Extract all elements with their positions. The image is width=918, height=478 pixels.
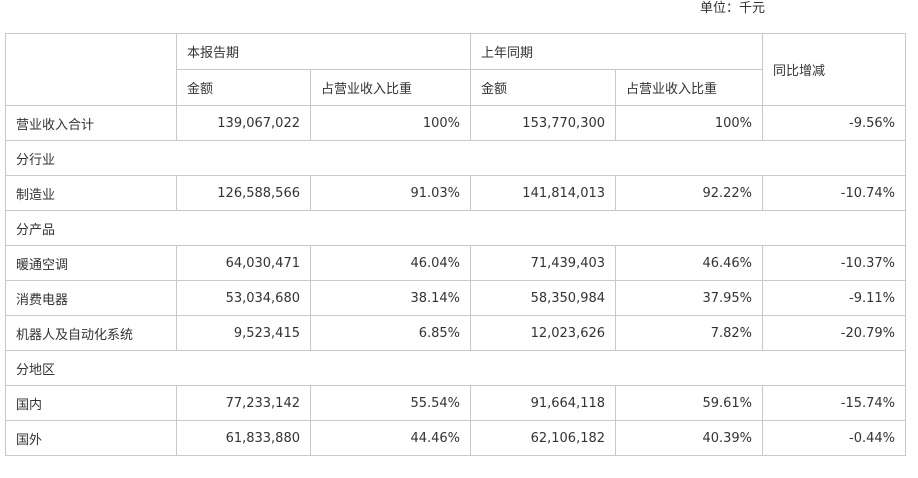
prior-amount-cell: 62,106,182 — [470, 420, 617, 456]
section-row: 分行业 — [4, 140, 907, 176]
table-row: 暖通空调 64,030,471 46.04% 71,439,403 46.46% -10.… — [5, 245, 907, 281]
prior-share-cell: 40.39% — [615, 420, 764, 456]
prior-amount-cell: 71,439,403 — [470, 245, 617, 281]
row-label: 国外 — [5, 420, 177, 456]
section-label: 分地区 — [4, 350, 907, 386]
row-label: 国内 — [5, 385, 177, 421]
header-empty-cell — [5, 33, 177, 106]
prior-share-cell: 46.46% — [615, 245, 764, 281]
header-current-period: 本报告期 — [175, 33, 472, 70]
current-share-cell: 91.03% — [309, 175, 472, 211]
table-row: 国内 77,233,142 55.54% 91,664,118 59.61% -15.74… — [5, 385, 907, 421]
prior-amount-cell: 141,814,013 — [470, 175, 617, 211]
prior-amount-cell: 153,770,300 — [470, 105, 617, 141]
table-row: 营业收入合计 139,067,022 100% 153,770,300 100% -9.5… — [5, 105, 907, 141]
prior-share-cell: 59.61% — [615, 385, 764, 421]
row-label: 营业收入合计 — [5, 105, 177, 141]
current-amount-cell: 53,034,680 — [176, 280, 311, 316]
yoy-change-cell: -9.56% — [762, 105, 907, 141]
prior-share-cell: 92.22% — [615, 175, 764, 211]
current-amount-cell: 139,067,022 — [176, 105, 311, 141]
revenue-breakdown-table: 本报告期 上年同期 同比增减 金额 占营业收入比重 金额 占营业收入比重 营业收… — [4, 33, 907, 456]
current-amount-cell: 61,833,880 — [176, 420, 311, 456]
current-share-cell: 55.54% — [309, 385, 472, 421]
table-row: 机器人及自动化系统 9,523,415 6.85% 12,023,626 7.82% -2… — [5, 315, 907, 351]
header-row-periods: 本报告期 上年同期 同比增减 — [5, 33, 907, 106]
current-share-cell: 100% — [309, 105, 472, 141]
section-label: 分产品 — [4, 210, 907, 246]
header-prior-period: 上年同期 — [470, 33, 764, 70]
table-row: 消费电器 53,034,680 38.14% 58,350,984 37.95% -9.1… — [5, 280, 907, 316]
header-row-columns: 金额 占营业收入比重 金额 占营业收入比重 — [6, 69, 906, 106]
row-label: 暖通空调 — [5, 245, 177, 281]
current-amount-cell: 77,233,142 — [176, 385, 311, 421]
current-amount-cell: 9,523,415 — [176, 315, 311, 351]
table-row: 国外 61,833,880 44.46% 62,106,182 40.39% -0.44% — [5, 420, 907, 456]
section-label: 分行业 — [4, 140, 907, 176]
current-amount-cell: 64,030,471 — [176, 245, 311, 281]
prior-amount-cell: 58,350,984 — [470, 280, 617, 316]
yoy-change-cell: -20.79% — [762, 315, 907, 351]
yoy-change-cell: -10.37% — [762, 245, 907, 281]
table-row: 制造业 126,588,566 91.03% 141,814,013 92.22% -10… — [5, 175, 907, 211]
section-row: 分产品 — [4, 210, 907, 246]
current-amount-cell: 126,588,566 — [176, 175, 311, 211]
prior-share-cell: 7.82% — [615, 315, 764, 351]
yoy-change-cell: -15.74% — [762, 385, 907, 421]
current-share-cell: 44.46% — [309, 420, 472, 456]
prior-share-cell: 100% — [615, 105, 764, 141]
row-label: 制造业 — [5, 175, 177, 211]
prior-amount-cell: 12,023,626 — [470, 315, 617, 351]
yoy-change-cell: -10.74% — [762, 175, 907, 211]
header-current-amount: 金额 — [176, 69, 311, 106]
section-row: 分地区 — [4, 350, 907, 386]
current-share-cell: 38.14% — [309, 280, 472, 316]
header-current-share: 占营业收入比重 — [309, 69, 472, 106]
row-label: 消费电器 — [5, 280, 177, 316]
header-prior-share: 占营业收入比重 — [615, 69, 764, 106]
yoy-change-cell: -0.44% — [762, 420, 907, 456]
prior-share-cell: 37.95% — [615, 280, 764, 316]
prior-amount-cell: 91,664,118 — [470, 385, 617, 421]
row-label: 机器人及自动化系统 — [5, 315, 177, 351]
current-share-cell: 46.04% — [309, 245, 472, 281]
header-prior-amount: 金额 — [470, 69, 617, 106]
unit-label: 单位：千元 — [700, 1, 766, 16]
header-yoy-change: 同比增减 — [762, 33, 907, 106]
yoy-change-cell: -9.11% — [762, 280, 907, 316]
current-share-cell: 6.85% — [309, 315, 472, 351]
